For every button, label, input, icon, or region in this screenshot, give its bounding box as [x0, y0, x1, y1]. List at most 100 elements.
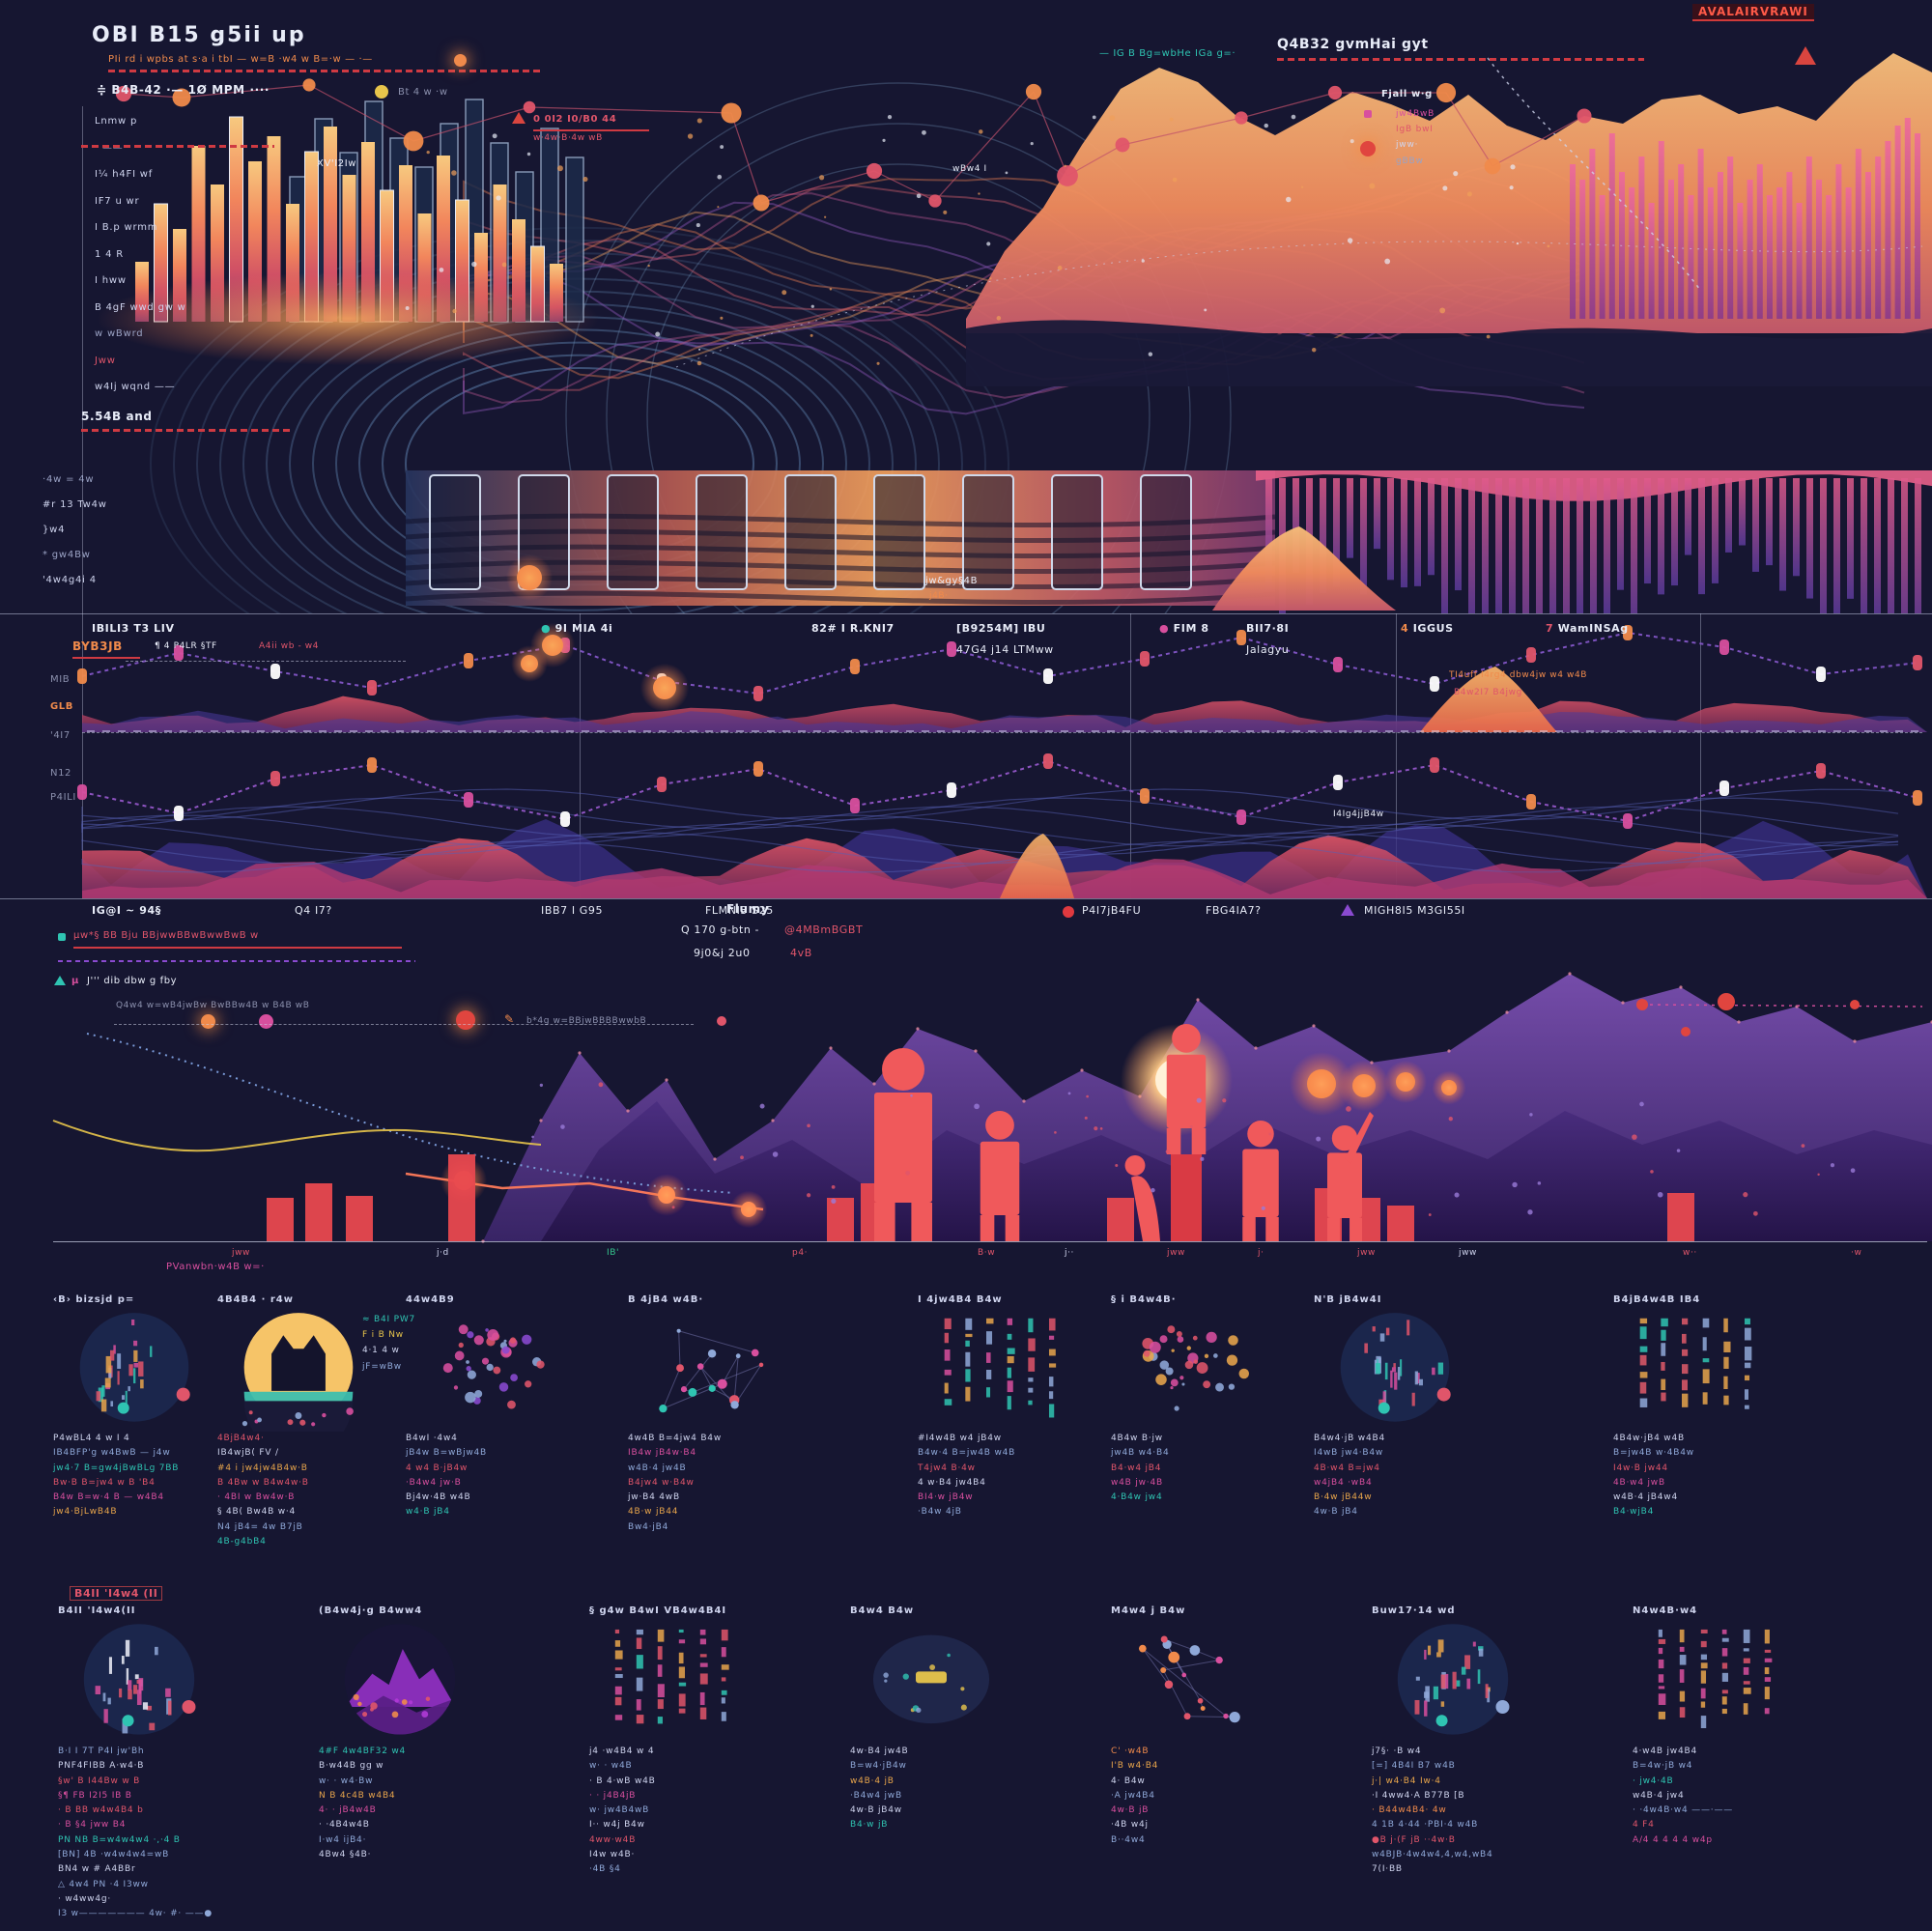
mini-chart-cell: 4B4B4 · r4w 4BjB4w4· IB4wjB( FV / #4 i jw4j… [217, 1294, 459, 1549]
text-line: w4·B jB4 [406, 1507, 450, 1518]
panel2-axis-label: '4I7 [50, 730, 71, 741]
panel2-legend-dash [126, 661, 406, 663]
sidebar-footer: 5.54B and [81, 410, 153, 423]
text-line: 4B4w B·jw [1111, 1434, 1163, 1443]
sidebar-item: B 4gF wwd gw w [95, 301, 186, 313]
panel2-left-frame [82, 613, 83, 898]
warning-triangle-small-icon [512, 112, 526, 124]
mini-chart-art [242, 1313, 354, 1432]
footer-red-dot-icon [1063, 906, 1074, 918]
text-line: w4BJB·4w4w4,4,w4,wB4 [1372, 1850, 1493, 1860]
text-line: [BN] 4B ·w4w4w4=wB [58, 1850, 170, 1860]
mini-chart-title: 4B4B4 · r4w [217, 1294, 295, 1305]
axis-tick-label: j·· [1065, 1248, 1075, 1258]
mini-chart-cell: M4w4 j B4w C' ·w4B I'B w4·B4 4· B4w ·A jw4B4… [1111, 1605, 1352, 1848]
legend-teal-swatch [58, 933, 66, 941]
panel2-mid-label: I4Ig4jjB4w [1333, 809, 1384, 819]
mini-chart-art [1142, 1325, 1250, 1411]
mini-chart-lines: 4#F 4w4BF32 w4 B·w44B gg w w· · w4·Bw N B 4… [319, 1745, 560, 1862]
text-line: jF=wBw [362, 1361, 402, 1372]
text-line: B=w4·jB4w [850, 1761, 907, 1772]
sidebar-item: Jww [95, 355, 116, 366]
text-line: Bw·B B=jw4 w B 'B4 [53, 1477, 156, 1488]
text-line: · jw4·4B [1633, 1775, 1674, 1786]
mini-chart-art [83, 1624, 196, 1735]
text-line: PNF4FIBB A·w4·B [58, 1761, 145, 1772]
mini-chart-art [1658, 1629, 1773, 1729]
sidebar-item: '4w4g4i 4 [43, 575, 97, 585]
panel2-header-cell: ● FIM 8 [1159, 622, 1209, 635]
mini-chart-title: ‹B› bizsjd p= [53, 1294, 135, 1305]
flame-icon [454, 54, 467, 67]
text-line: jw4B w4·B4 [1111, 1448, 1170, 1459]
panel3-legend-2: J''' dib dbw g fby [87, 976, 178, 986]
panel3-purple-dash [58, 960, 415, 962]
mini-chart-lines: P4wBL4 4 w I 4 IB4BFP'g w4BwB — j4w jw4·7 … [53, 1432, 295, 1520]
grid2-title: B4II 'I4w4 (II [70, 1586, 163, 1601]
bulb-icon [375, 85, 388, 99]
axis-tick-label: jww [1459, 1248, 1478, 1258]
footer-label-7: MIGH8I5 M3GI55I [1364, 904, 1465, 917]
footer-label-4: FLMNI3 S25 [705, 904, 774, 917]
page-title: OBI B15 g5ii up [92, 23, 306, 47]
text-line: B=jw4B w·4B4w [1613, 1448, 1694, 1459]
mini-chart-art [442, 1324, 545, 1409]
sidebar-item: #r 13 Tw4w [43, 499, 107, 510]
alert-badge: AVALAIRVRAWI [1692, 4, 1814, 21]
text-line: #I4w4B w4 jB4w [918, 1434, 1002, 1443]
panel2-left-legend-red: A4ii wb - w4 [259, 641, 320, 651]
panel2-divider-1 [580, 613, 581, 898]
panel2-header-cell: 82# I R.KNI7 [811, 622, 895, 635]
text-line: C' ·w4B [1111, 1746, 1150, 1756]
text-line: B·w44B gg w [319, 1761, 384, 1772]
headline-rule [1277, 58, 1644, 61]
mini-chart-lines: 4w4B B=4jw4 B4w IB4w jB4w·B4 w4B·4 jw4B B4j… [628, 1432, 869, 1535]
toolbar-text: ≑ B4B-42 ·— 1Ø MPM ···· [97, 83, 270, 97]
center-stack-2b: @4MBmBGBT [784, 923, 864, 936]
sidebar-item: Lnmw p [95, 116, 138, 127]
text-line: ·B4w 4jB [918, 1507, 962, 1518]
mini-chart-title: B4jB4w4B IB4 [1613, 1294, 1701, 1305]
text-line: 4B-g4bB4 [217, 1537, 267, 1548]
sidebar-item: I hww [95, 275, 127, 286]
text-line: w· jw4B4wB [589, 1805, 650, 1816]
panel2-bottom-rule [0, 898, 1932, 899]
mini-chart-title: I 4jw4B4 B4w [918, 1294, 1003, 1305]
mini-chart-art [614, 1629, 729, 1724]
text-line: ·4B §4 [589, 1864, 621, 1875]
text-line: 4#F 4w4BF32 w4 [319, 1746, 407, 1756]
panel2-axis-label: MIB [50, 674, 71, 685]
sidebar-item: ·4w = 4w [43, 474, 95, 485]
text-line: F i B Nw [362, 1330, 404, 1341]
text-line: · B BB w4w4B4 b [58, 1805, 144, 1816]
mini-chart-lines: j7§· ·B w4 [=] 4B4I B7 w4B j·| w4·B4 Iw·4 ·… [1372, 1745, 1613, 1878]
panel2-top-rule [0, 613, 1932, 614]
text-line: 4 w4 B·jB4w [406, 1462, 469, 1473]
sidebar-item: w wBwrd [95, 328, 144, 339]
mini-chart-lines: 4B4w·jB4 w4B B=jw4B w·4B4w I4w·B jw44 4B·w4… [1613, 1432, 1855, 1520]
marker-magenta-dot [259, 1014, 273, 1029]
mini-chart-art [79, 1313, 190, 1422]
text-line: 4 w·B4 jw4B4 [918, 1477, 986, 1488]
text-line: P4wBL4 4 w I 4 [53, 1434, 130, 1443]
sidebar-item: w4Ij wqnd —— [95, 382, 176, 392]
text-line: I3 w——————— 4w· #· ——● [58, 1909, 213, 1919]
annotation-mound-2: j4B· [929, 591, 949, 601]
mini-chart-art [344, 1624, 456, 1735]
text-line: 4w·B4 jw4B [850, 1746, 909, 1756]
axis-tick-label: jww [1357, 1248, 1377, 1258]
panel3-marker-dash [114, 1024, 694, 1026]
mini-chart-title: B4II 'I4w4(II [58, 1605, 136, 1616]
sidebar-footer-rule [81, 429, 294, 432]
mid-band-chart [77, 622, 1927, 898]
text-line: · ·4B4w4B [319, 1820, 370, 1831]
text-line: IB4w jB4w·B4 [628, 1448, 696, 1459]
mini-chart-art [1138, 1635, 1240, 1723]
text-line: A/4 4 4 4 4 w4p [1633, 1834, 1713, 1845]
text-line: B4wI ·4w4 [406, 1434, 458, 1443]
panel2-note-right-2: B4w2I7 B4jwg [1454, 688, 1522, 697]
text-line: 7(I·BB [1372, 1864, 1403, 1875]
toolbar-text-2: Bt 4 w ·w [398, 87, 448, 98]
text-line: j·| w4·B4 Iw·4 [1372, 1775, 1441, 1786]
mini-chart-cell: § i B4w4B· 4B4w B·jw jw4B w4·B4 B4·w4 jB4 w4… [1111, 1294, 1352, 1505]
